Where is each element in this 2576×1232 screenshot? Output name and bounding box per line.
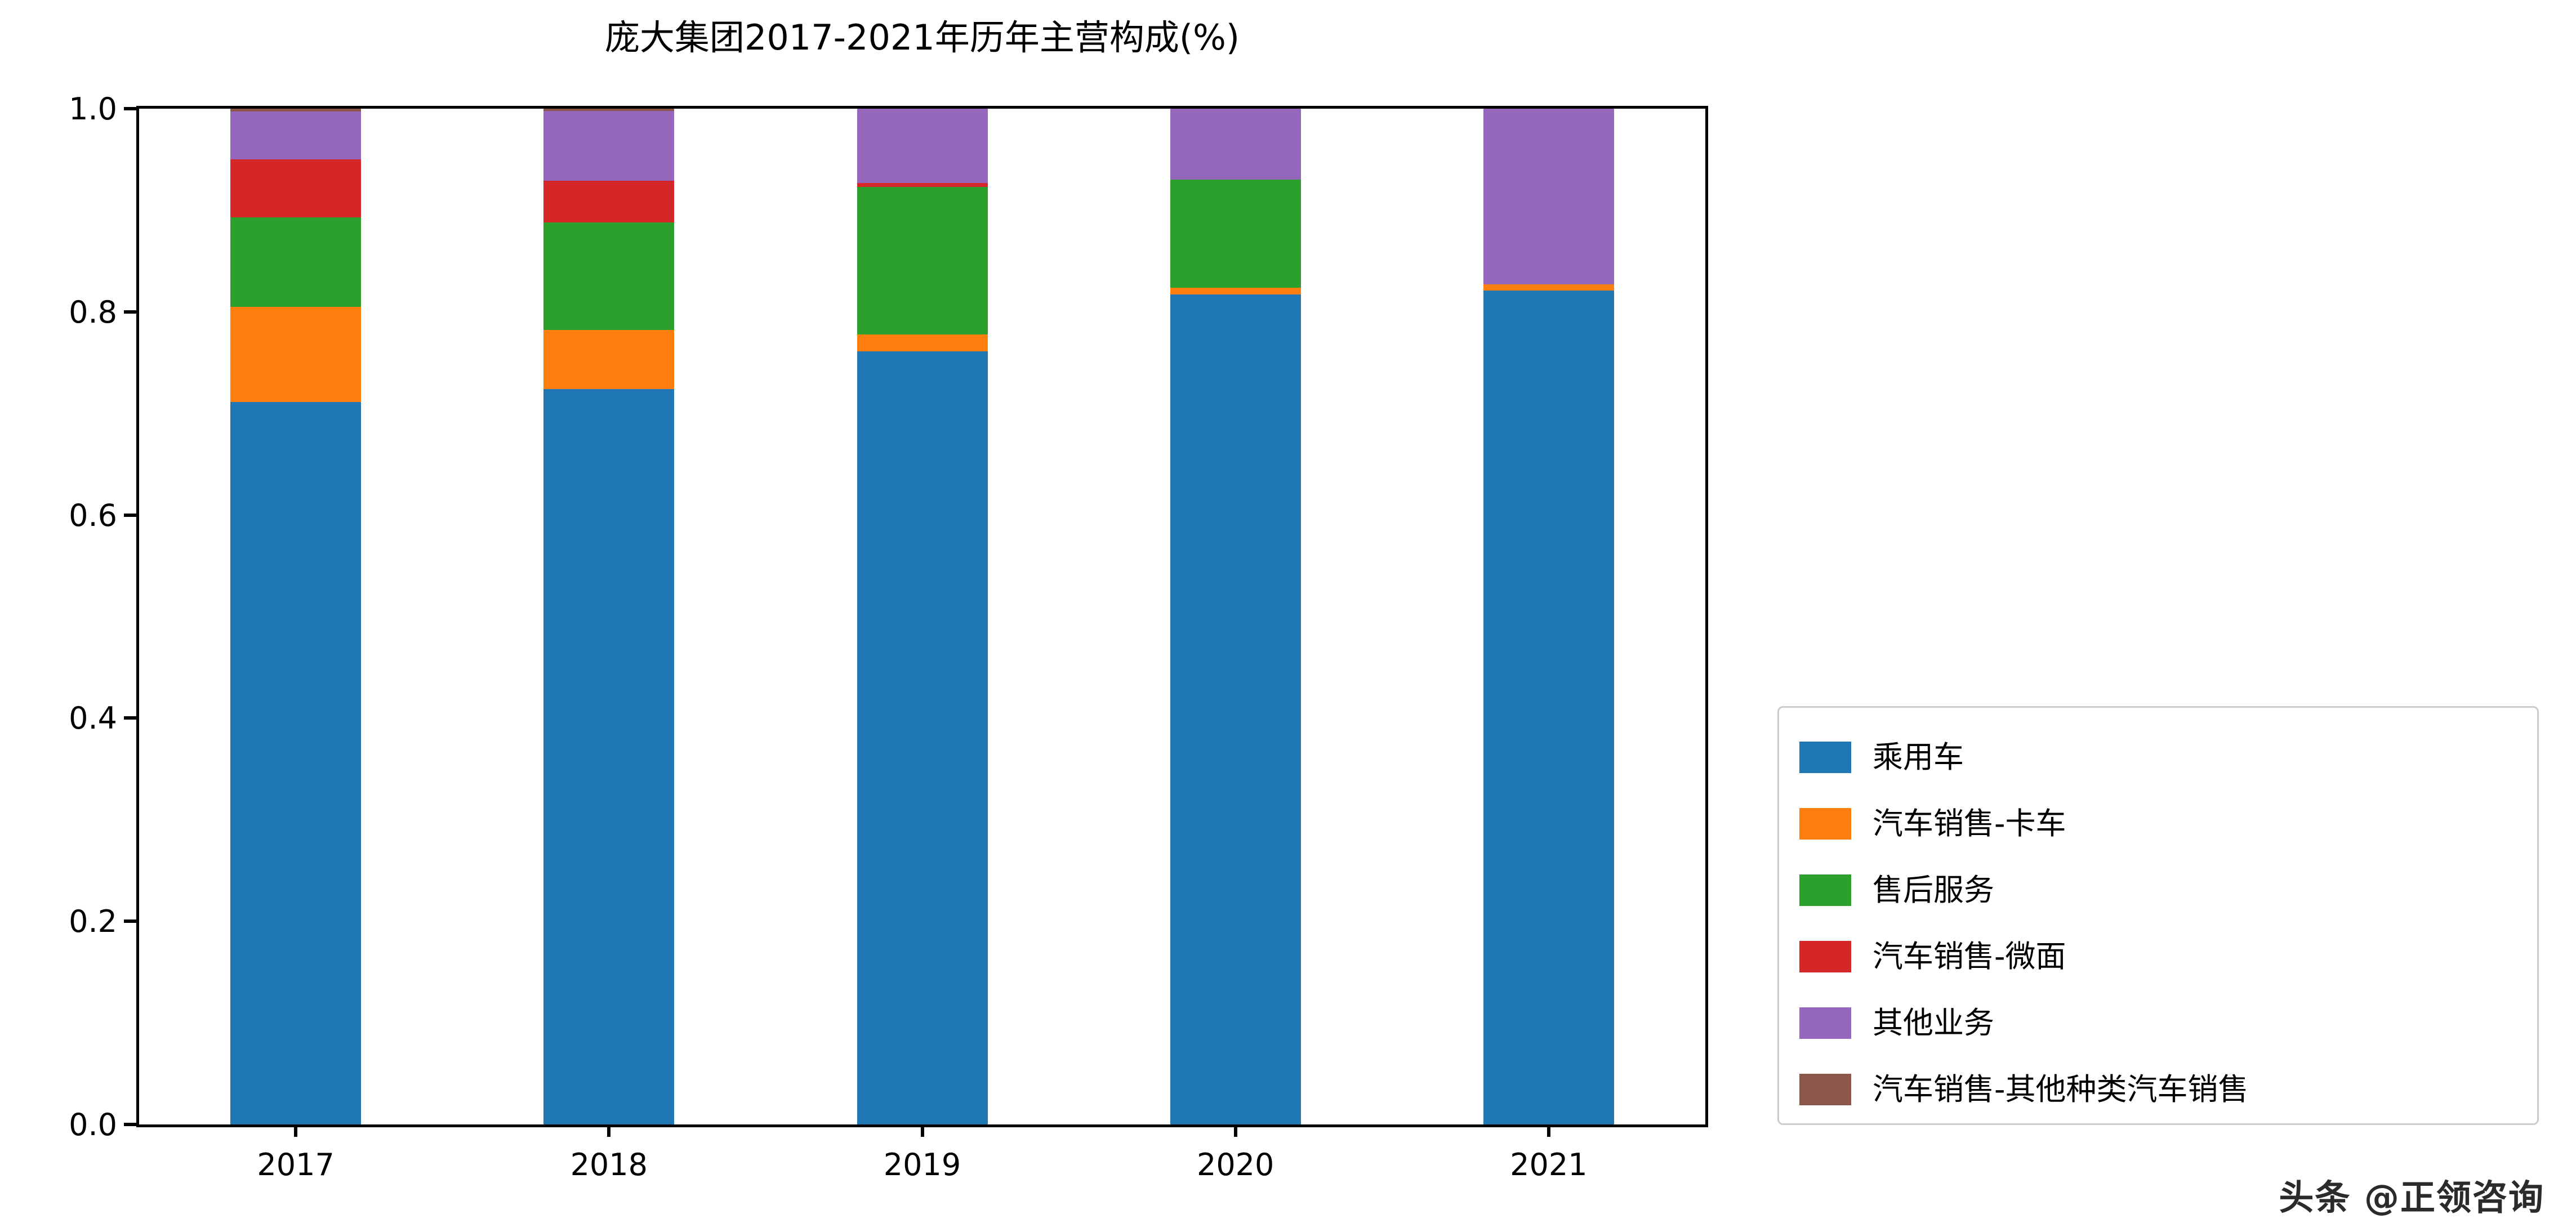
legend-label: 汽车销售-卡车 xyxy=(1873,806,2066,841)
y-tick-label: 0.8 xyxy=(69,294,117,330)
legend-label: 售后服务 xyxy=(1873,872,1994,908)
legend-label: 汽车销售-微面 xyxy=(1873,939,2066,974)
plot-area xyxy=(136,106,1708,1127)
bar-segment[interactable] xyxy=(1170,180,1301,288)
x-tick-label: 2019 xyxy=(883,1147,961,1182)
y-tick-label: 0.6 xyxy=(69,497,117,533)
bar-segment[interactable] xyxy=(857,182,988,187)
bar-segment[interactable] xyxy=(543,389,675,1124)
bar-stack-2018[interactable] xyxy=(543,109,675,1124)
bar-segment[interactable] xyxy=(230,111,362,160)
bar-segment[interactable] xyxy=(857,334,988,352)
legend-label: 乘用车 xyxy=(1873,739,1964,775)
legend-item-1[interactable]: 汽车销售-卡车 xyxy=(1799,789,2066,859)
bars-layer xyxy=(139,109,1705,1124)
y-tick-label: 1.0 xyxy=(69,91,117,127)
y-tick-mark xyxy=(124,107,136,110)
bar-stack-2021[interactable] xyxy=(1483,109,1614,1124)
bar-segment[interactable] xyxy=(1170,287,1301,295)
legend-item-5[interactable]: 汽车销售-其他种类汽车销售 xyxy=(1799,1055,2248,1124)
legend-item-0[interactable]: 乘用车 xyxy=(1799,722,1964,792)
bar-segment[interactable] xyxy=(857,109,988,183)
bar-segment[interactable] xyxy=(543,110,675,181)
chart-legend[interactable]: 乘用车汽车销售-卡车 售后服务汽车销售-微面 其他业务汽车销售-其他种类汽车销售 xyxy=(1777,706,2539,1125)
legend-label: 其他业务 xyxy=(1873,1005,1994,1041)
legend-item-3[interactable]: 汽车销售-微面 xyxy=(1799,922,2066,992)
x-tick-mark xyxy=(1547,1124,1550,1137)
legend-swatch-icon xyxy=(1799,742,1851,773)
legend-swatch-icon xyxy=(1799,941,1851,972)
bar-segment[interactable] xyxy=(1483,284,1614,291)
y-tick-mark xyxy=(124,310,136,314)
bar-stack-2019[interactable] xyxy=(857,109,988,1124)
y-tick-mark xyxy=(124,513,136,517)
bar-segment[interactable] xyxy=(230,217,362,307)
y-tick-label: 0.2 xyxy=(69,904,117,940)
y-tick-label: 0.0 xyxy=(69,1107,117,1142)
legend-item-4[interactable]: 其他业务 xyxy=(1799,988,1994,1058)
y-tick-mark xyxy=(124,1123,136,1126)
x-tick-label: 2017 xyxy=(257,1147,335,1182)
x-tick-mark xyxy=(1233,1124,1237,1137)
y-tick-mark xyxy=(124,716,136,720)
bar-segment[interactable] xyxy=(230,402,362,1124)
bar-segment[interactable] xyxy=(230,109,362,112)
y-tick-mark xyxy=(124,919,136,923)
bar-segment[interactable] xyxy=(230,306,362,403)
legend-item-2[interactable]: 售后服务 xyxy=(1799,855,1994,925)
bar-segment[interactable] xyxy=(543,330,675,389)
legend-swatch-icon xyxy=(1799,1074,1851,1105)
x-tick-mark xyxy=(920,1124,924,1137)
bar-segment[interactable] xyxy=(857,186,988,334)
x-tick-mark xyxy=(607,1124,611,1137)
page-title: 庞大集团2017-2021年历年主营构成(%) xyxy=(604,17,1240,58)
bar-segment[interactable] xyxy=(543,222,675,331)
bar-stack-2020[interactable] xyxy=(1170,109,1301,1124)
legend-swatch-icon xyxy=(1799,808,1851,840)
x-tick-label: 2018 xyxy=(570,1147,648,1182)
legend-label: 汽车销售-其他种类汽车销售 xyxy=(1873,1072,2249,1107)
x-tick-label: 2020 xyxy=(1196,1147,1274,1182)
x-tick-mark xyxy=(294,1124,298,1137)
bar-segment[interactable] xyxy=(1170,294,1301,1124)
legend-swatch-icon xyxy=(1799,874,1851,906)
bar-segment[interactable] xyxy=(543,181,675,223)
bar-segment[interactable] xyxy=(543,109,675,111)
y-tick-label: 0.4 xyxy=(69,700,117,736)
bar-stack-2017[interactable] xyxy=(230,109,362,1124)
x-tick-label: 2021 xyxy=(1510,1147,1588,1182)
bar-segment[interactable] xyxy=(857,351,988,1124)
watermark: 头条 @正领咨询 xyxy=(2279,1177,2544,1218)
legend-swatch-icon xyxy=(1799,1007,1851,1039)
bar-segment[interactable] xyxy=(230,159,362,218)
bar-segment[interactable] xyxy=(1483,109,1614,285)
bar-segment[interactable] xyxy=(1483,290,1614,1124)
bar-segment[interactable] xyxy=(1170,109,1301,180)
